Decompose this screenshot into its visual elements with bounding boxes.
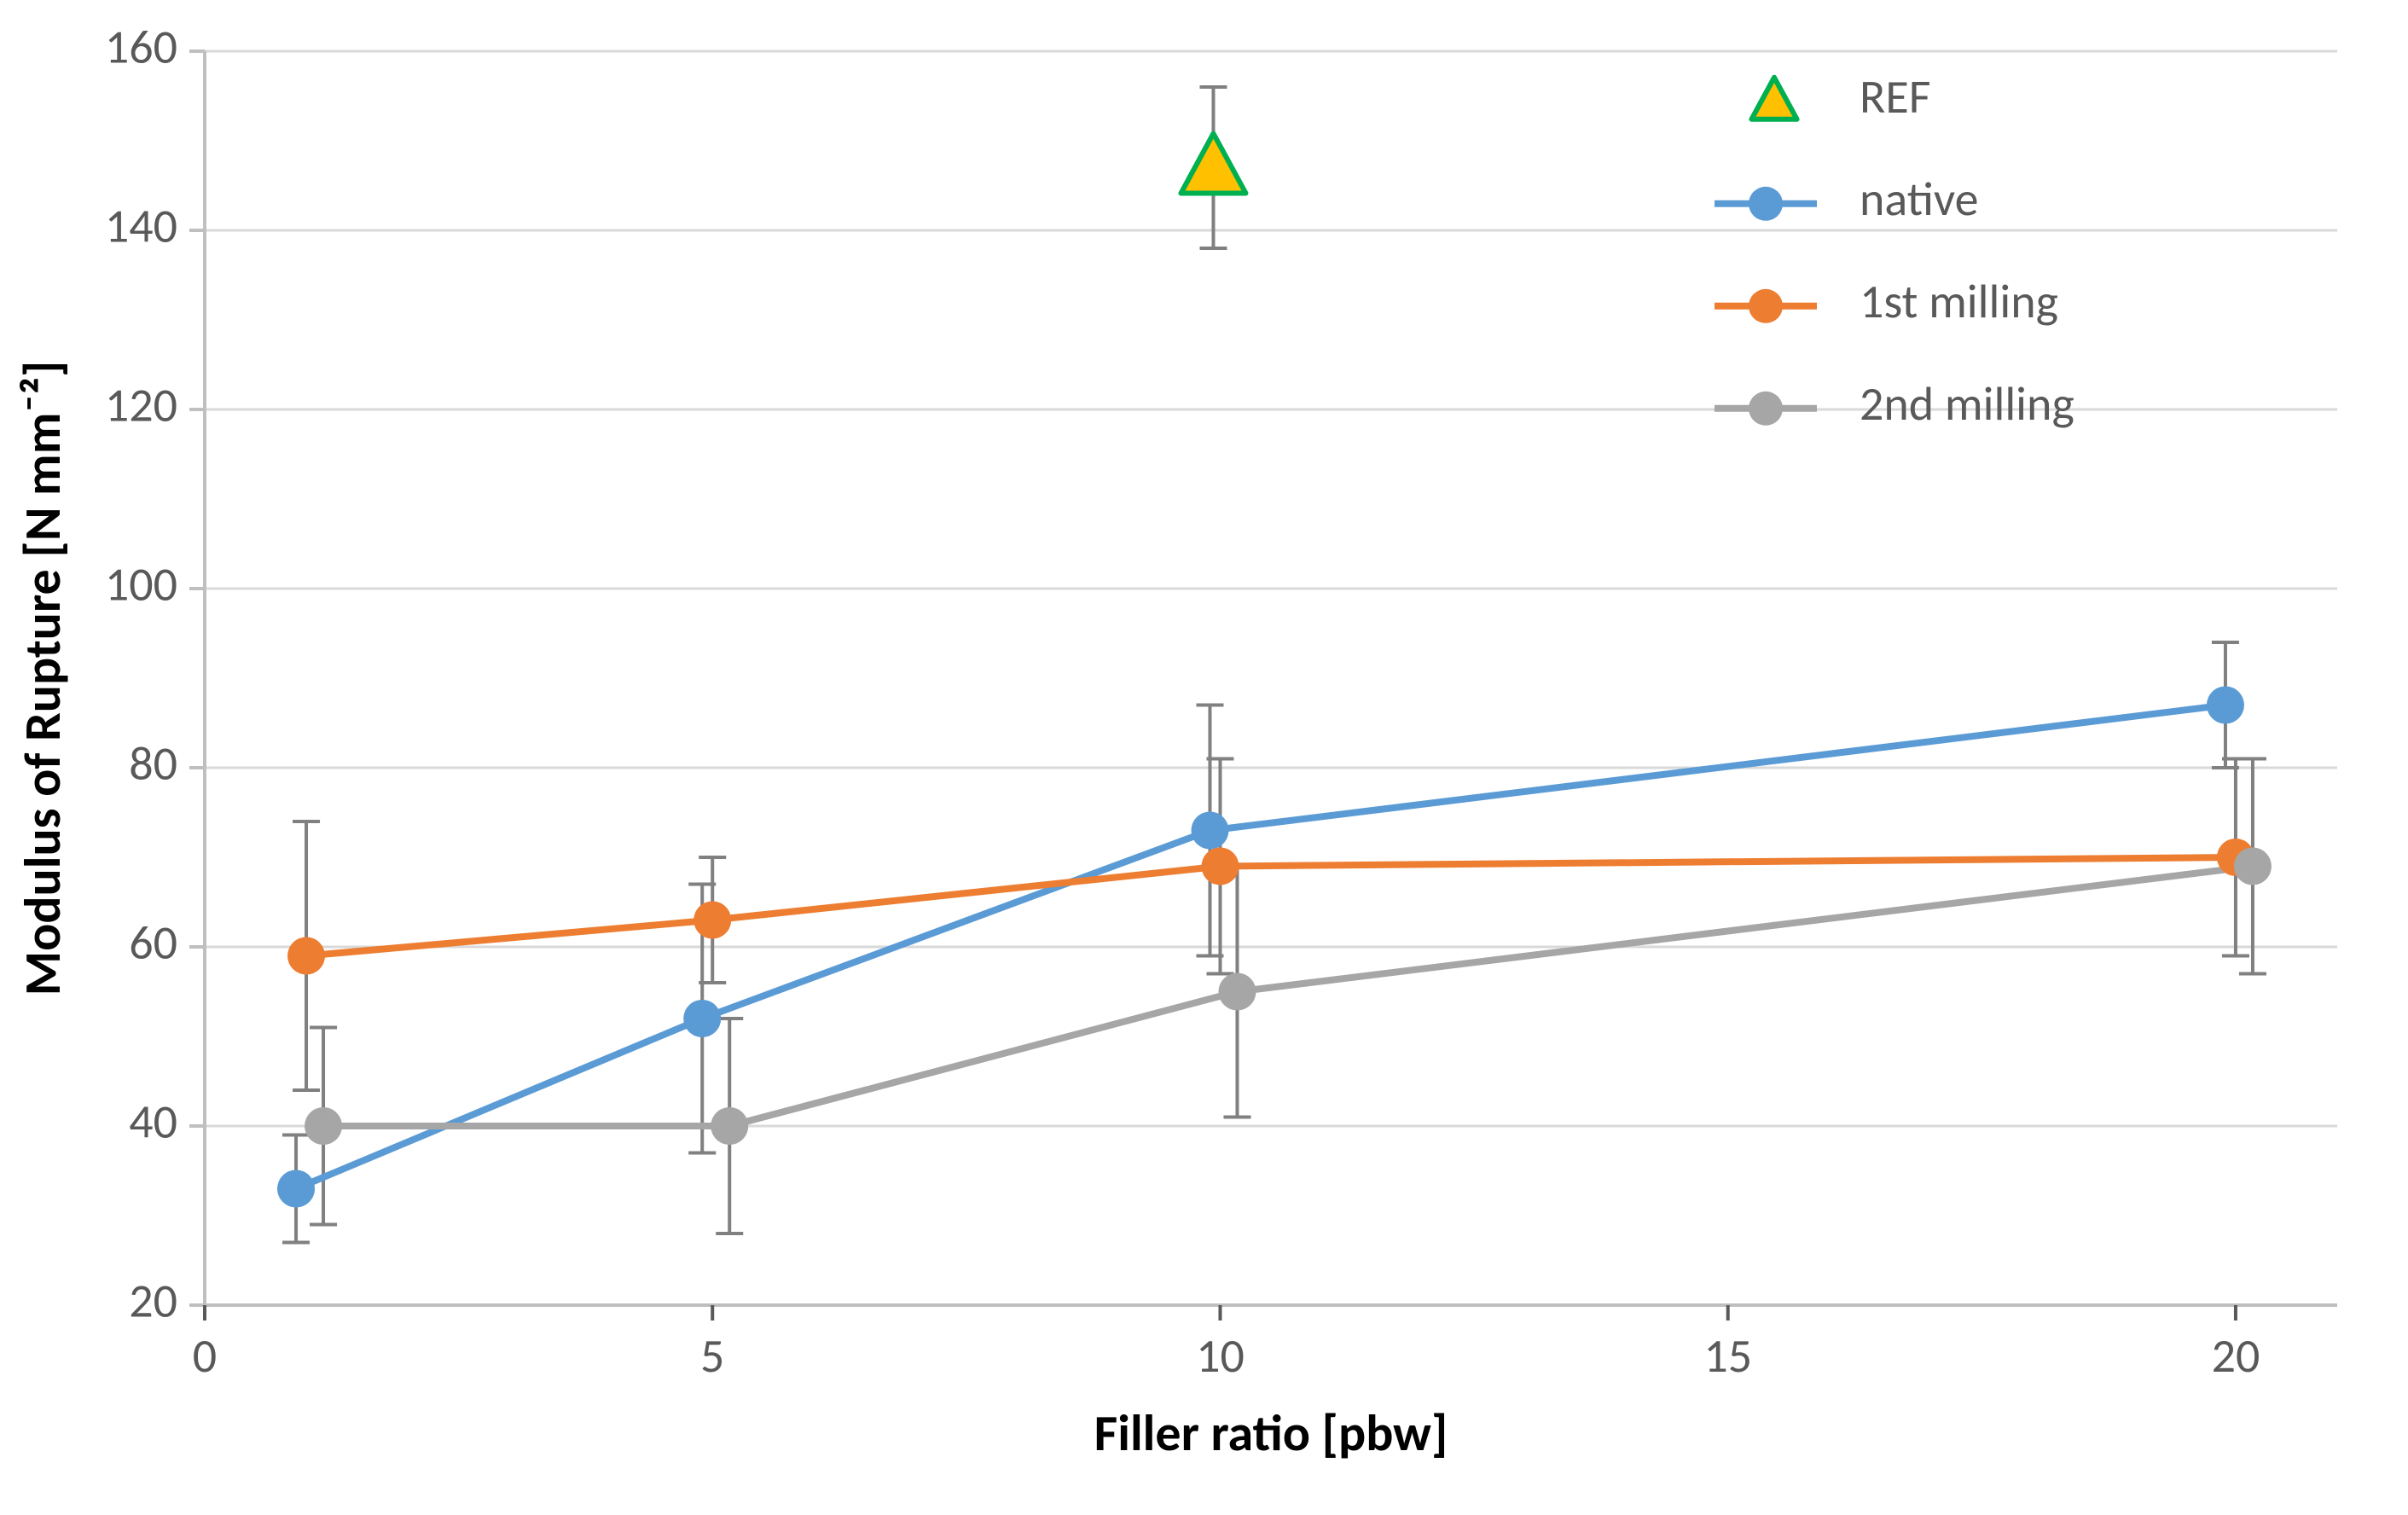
x-tick-label: 5 bbox=[700, 1327, 724, 1385]
x-tick-label: 20 bbox=[2212, 1327, 2260, 1385]
marker-mill2 bbox=[305, 1107, 342, 1145]
x-tick-label: 0 bbox=[193, 1327, 217, 1385]
y-tick-label: 100 bbox=[105, 555, 177, 613]
marker-mill2 bbox=[1218, 973, 1256, 1011]
legend-label-mill2: 2nd milling bbox=[1860, 375, 2074, 433]
y-axis-title: Modulus of Rupture [N mm⁻²] bbox=[12, 361, 74, 996]
legend-label-native: native bbox=[1860, 171, 1979, 229]
legend-label-mill1: 1st milling bbox=[1860, 273, 2058, 331]
y-tick-label: 60 bbox=[129, 914, 177, 972]
x-tick-label: 10 bbox=[1196, 1327, 1245, 1385]
marker-native bbox=[1191, 812, 1228, 850]
marker-mill1 bbox=[693, 902, 731, 939]
marker-native bbox=[683, 1000, 721, 1037]
y-tick-label: 40 bbox=[129, 1093, 177, 1151]
y-tick-label: 80 bbox=[129, 734, 177, 792]
marker-native bbox=[277, 1170, 315, 1208]
x-axis-title: Filler ratio [pbw] bbox=[1094, 1402, 1448, 1465]
chart-container: 20 40 60 80 100 120 140 160 0 5 10 15 20 Filler ratio… bbox=[0, 0, 2408, 1515]
legend-label-ref: REF bbox=[1860, 68, 1930, 126]
y-tick-label: 120 bbox=[105, 376, 177, 434]
marker-mill1 bbox=[287, 937, 325, 975]
marker-mill1 bbox=[1201, 848, 1239, 885]
x-tick-label: 15 bbox=[1703, 1327, 1752, 1385]
y-tick-label: 160 bbox=[105, 18, 177, 76]
marker-mill2 bbox=[711, 1107, 748, 1145]
marker-mill2 bbox=[2234, 848, 2272, 885]
y-tick-label: 140 bbox=[105, 197, 177, 255]
chart-svg: 20 40 60 80 100 120 140 160 0 5 10 15 20 Filler ratio… bbox=[0, 0, 2408, 1515]
marker-native bbox=[2207, 687, 2244, 724]
y-tick-label: 20 bbox=[129, 1272, 177, 1330]
